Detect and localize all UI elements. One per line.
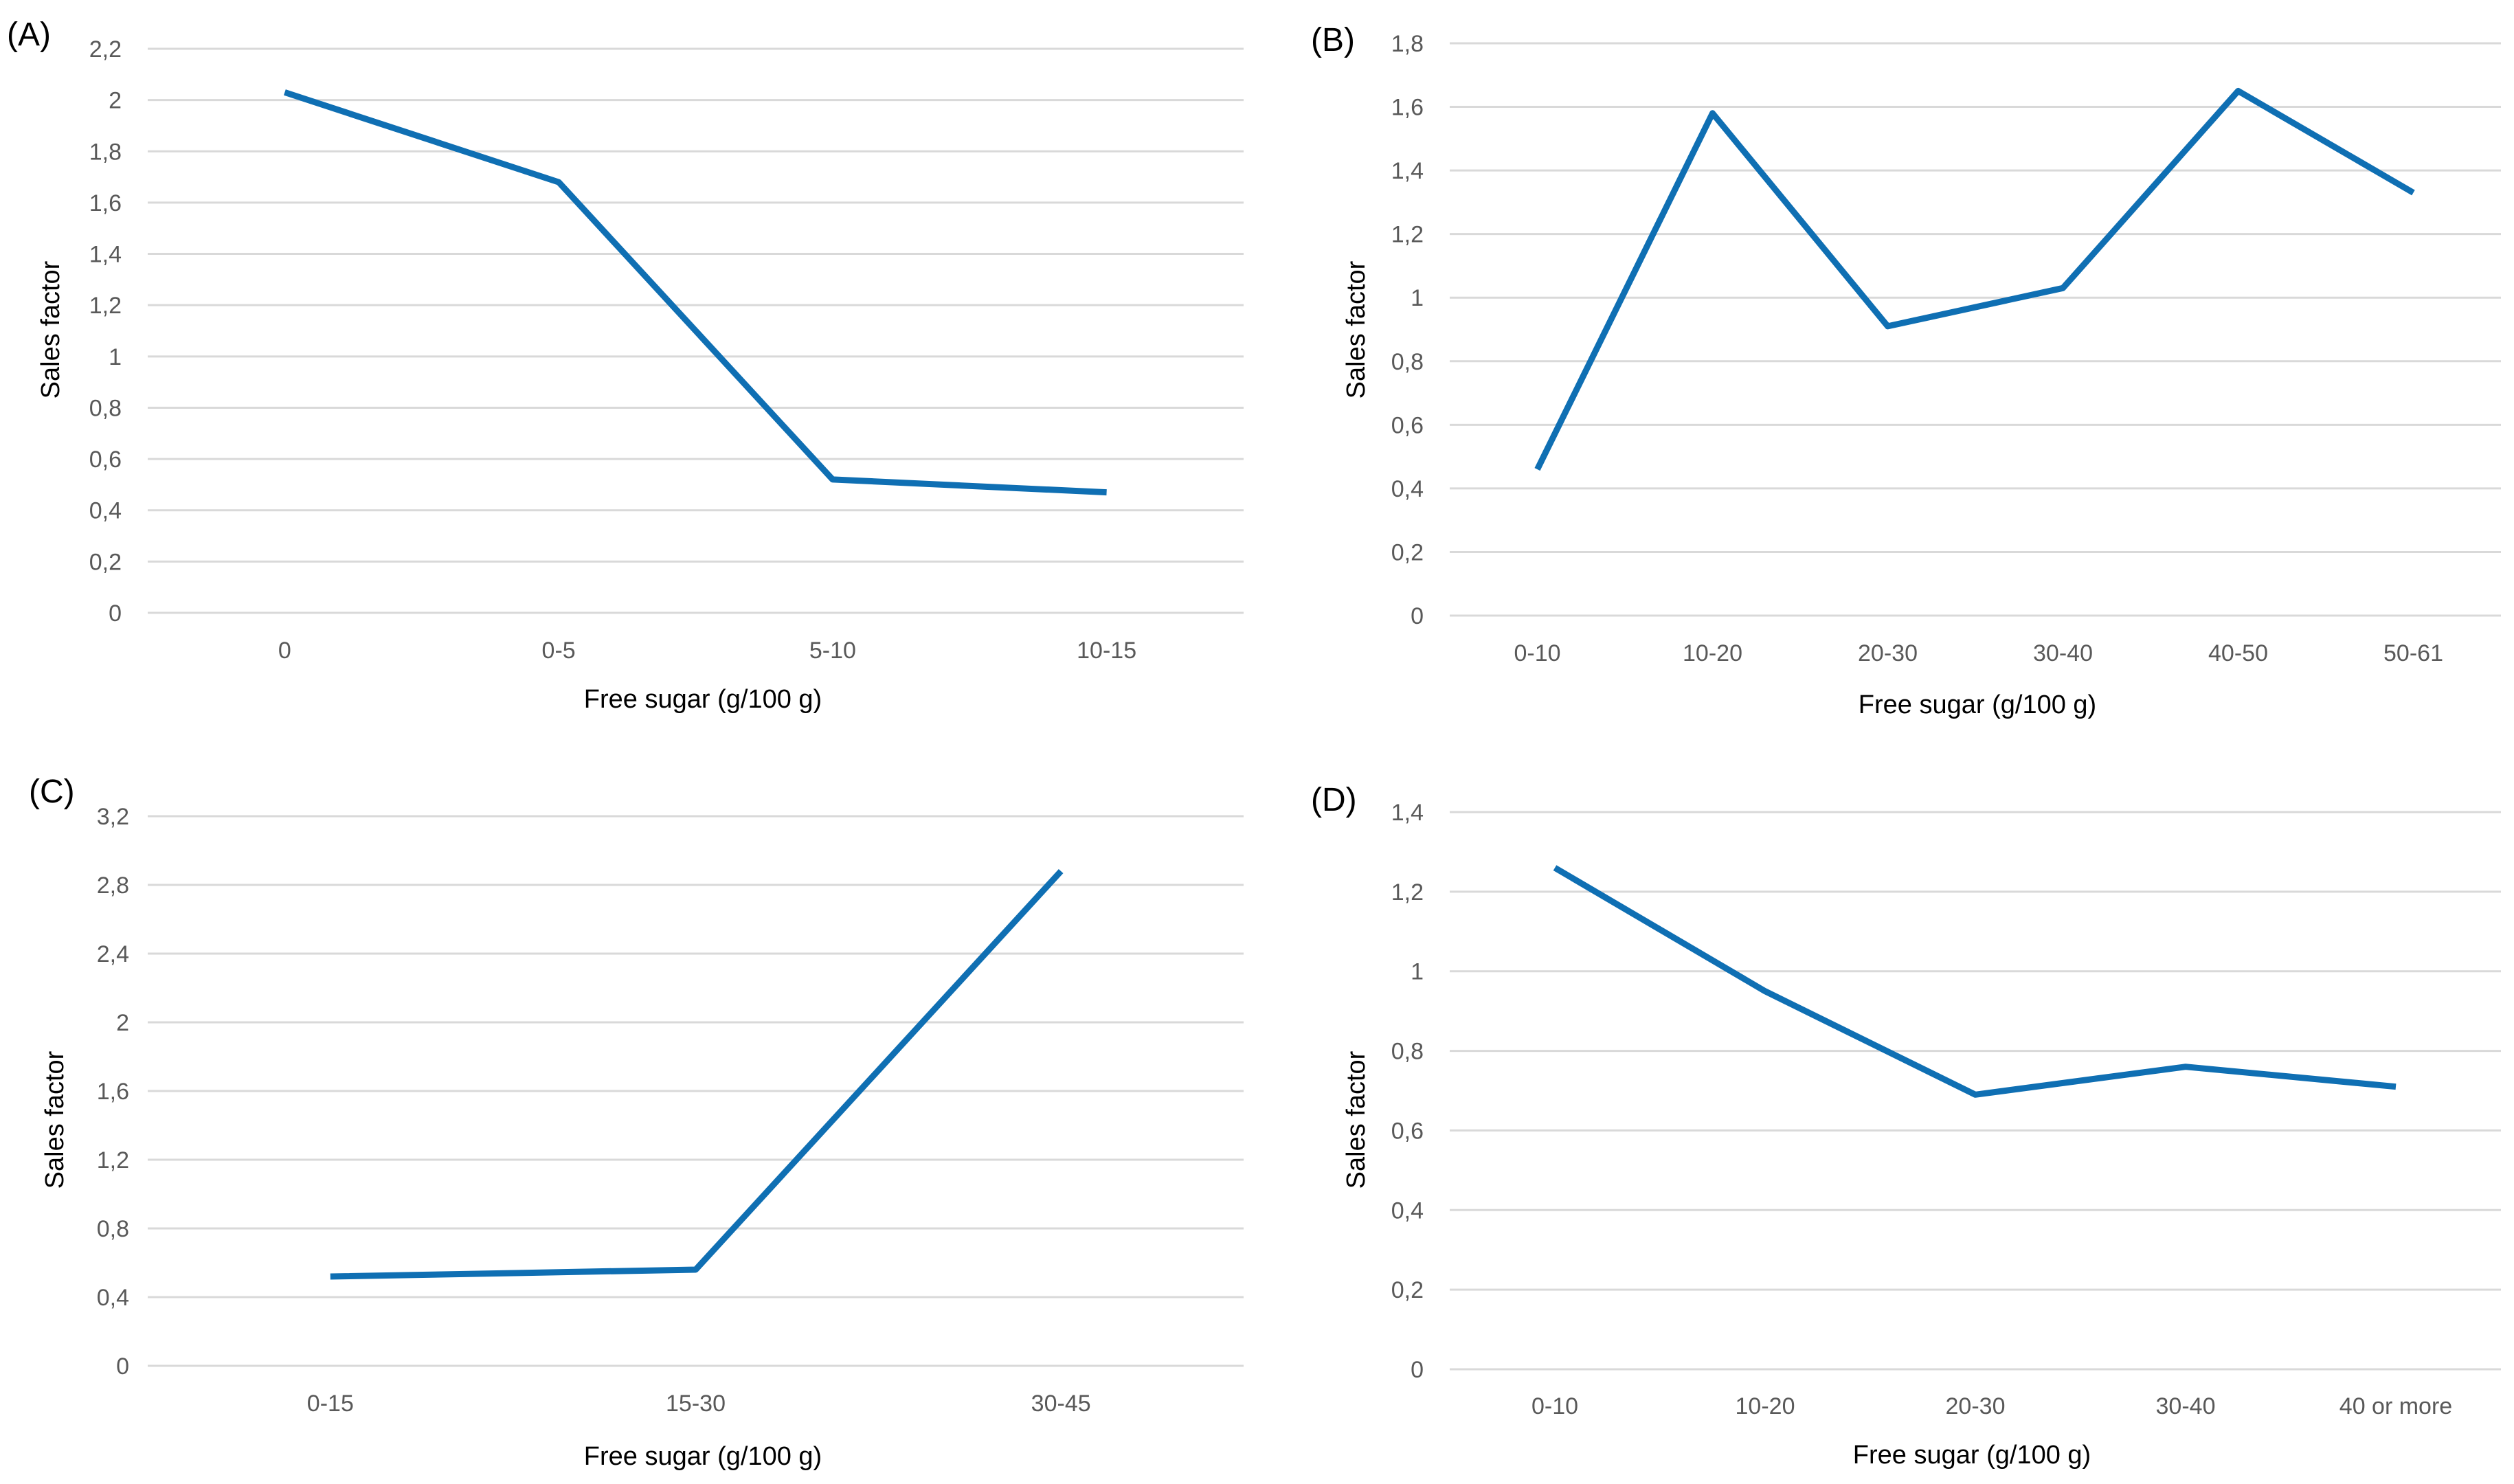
- x-tick-label: 30-40: [2156, 1393, 2216, 1419]
- y-tick-label: 2: [116, 1010, 129, 1036]
- x-tick-label: 0-10: [1531, 1393, 1578, 1419]
- x-tick-label: 5-10: [809, 638, 856, 664]
- y-tick-label: 0,8: [1391, 1039, 1424, 1065]
- x-tick-label: 40 or more: [2339, 1393, 2452, 1419]
- y-tick-label: 1: [1411, 285, 1424, 311]
- data-point: [1712, 113, 1714, 114]
- panel-a: (A) 0 0,2 0,4 0,6 0,8 1 1,2 1,4 1,6 1,8 2 2,2 0 0-5 5-…: [7, 16, 1244, 714]
- data-point: [2413, 192, 2414, 194]
- y-tick-label: 1,6: [97, 1079, 129, 1105]
- panel-label: (B): [1311, 22, 1355, 58]
- y-tick-label: 1,4: [1391, 800, 1424, 826]
- x-axis-title: Free sugar (g/100 g): [1853, 1441, 2091, 1470]
- y-tick-label: 0: [1411, 603, 1424, 629]
- y-tick-label: 1,2: [1391, 222, 1424, 248]
- y-axis-title: Sales factor: [41, 1050, 69, 1189]
- y-tick-label: 0,8: [97, 1216, 129, 1242]
- y-tick-label: 1,6: [89, 190, 122, 216]
- y-tick-label: 1,8: [89, 139, 122, 165]
- y-tick-label: 1,2: [89, 293, 122, 319]
- y-tick-label: 0,4: [89, 498, 122, 524]
- y-tick-label: 2,2: [89, 36, 122, 63]
- x-tick-label: 10-20: [1683, 640, 1742, 666]
- data-point: [695, 1269, 697, 1270]
- y-tick-label: 0,4: [97, 1285, 129, 1311]
- data-point: [1554, 867, 1556, 868]
- x-tick-label: 30-45: [1031, 1391, 1091, 1417]
- y-tick-label: 1,4: [89, 242, 122, 268]
- y-tick-label: 0: [116, 1353, 129, 1380]
- series-line: [330, 868, 1064, 1280]
- x-axis-title: Free sugar (g/100 g): [1859, 690, 2096, 719]
- x-axis-title: Free sugar (g/100 g): [584, 1442, 822, 1471]
- x-axis-title: Free sugar (g/100 g): [584, 685, 822, 714]
- x-tick-label: 0-10: [1514, 640, 1560, 666]
- y-tick-label: 0: [1411, 1357, 1424, 1383]
- series-line: [283, 89, 1107, 496]
- panel-c: (C) 0 0,4 0,8 1,2 1,6 2 2,4 2,8 3,2 0-15 15-30 30-4…: [29, 774, 1244, 1471]
- data-point: [2063, 287, 2064, 289]
- x-tick-label: 40-50: [2208, 640, 2268, 666]
- series-line: [1553, 865, 2397, 1098]
- x-tick-label: 15-30: [666, 1391, 726, 1417]
- data-point: [1537, 469, 1538, 470]
- data-point: [1764, 991, 1766, 992]
- data-point: [832, 479, 833, 480]
- y-tick-label: 0: [109, 600, 122, 627]
- data-point: [2238, 90, 2239, 91]
- y-tick-label: 0,6: [1391, 412, 1424, 438]
- y-axis-title: Sales factor: [1342, 260, 1371, 398]
- y-tick-label: 2,8: [97, 873, 129, 899]
- panel-label: (A): [7, 16, 51, 53]
- y-tick-label: 0,4: [1391, 1198, 1424, 1224]
- data-point: [1060, 870, 1062, 872]
- y-axis-title: Sales factor: [36, 260, 65, 398]
- y-tick-label: 1,4: [1391, 158, 1424, 184]
- y-tick-label: 1,6: [1391, 95, 1424, 121]
- series-line: [1534, 87, 2415, 471]
- y-tick-label: 0,6: [89, 447, 122, 473]
- data-point: [284, 91, 285, 93]
- y-tick-label: 0,4: [1391, 476, 1424, 502]
- data-point: [330, 1276, 331, 1277]
- data-point: [1106, 492, 1108, 493]
- y-tick-label: 3,2: [97, 804, 129, 830]
- data-point: [558, 181, 559, 183]
- x-tick-label: 50-61: [2383, 640, 2443, 666]
- data-point: [2185, 1066, 2186, 1068]
- data-point: [1887, 326, 1889, 327]
- x-tick-label: 10-15: [1077, 638, 1136, 664]
- panel-label: (C): [29, 774, 75, 810]
- y-tick-label: 1: [1411, 959, 1424, 985]
- x-tick-label: 0: [278, 638, 291, 664]
- y-tick-label: 0,8: [89, 395, 122, 421]
- panel-b: (B) 0 0,2 0,4 0,6 0,8 1 1,2 1,4 1,6 1,8 0-10 10-20 2…: [1311, 22, 2501, 719]
- x-tick-label: 20-30: [1858, 640, 1918, 666]
- y-tick-label: 0,2: [1391, 1277, 1424, 1303]
- panel-label: (D): [1311, 782, 1357, 818]
- y-tick-label: 0,8: [1391, 349, 1424, 375]
- y-tick-label: 0,6: [1391, 1118, 1424, 1144]
- data-point: [1975, 1094, 1976, 1095]
- x-tick-label: 10-20: [1736, 1393, 1795, 1419]
- y-tick-label: 0,2: [1391, 539, 1424, 565]
- x-tick-label: 30-40: [2033, 640, 2093, 666]
- y-tick-label: 1: [109, 344, 122, 370]
- panel-d: (D) 0 0,2 0,4 0,6 0,8 1 1,2 1,4 0-10 10-20 20-30 30…: [1311, 782, 2501, 1470]
- y-tick-label: 2,4: [97, 941, 129, 967]
- x-tick-label: 0-15: [307, 1391, 354, 1417]
- y-tick-label: 2: [109, 88, 122, 114]
- y-axis-title: Sales factor: [1342, 1050, 1371, 1189]
- y-tick-label: 0,2: [89, 549, 122, 575]
- x-tick-label: 20-30: [1946, 1393, 2006, 1419]
- y-tick-label: 1,2: [97, 1147, 129, 1173]
- y-tick-label: 1,8: [1391, 31, 1424, 57]
- data-point: [2395, 1086, 2397, 1088]
- x-tick-label: 0-5: [542, 638, 576, 664]
- y-tick-label: 1,2: [1391, 879, 1424, 906]
